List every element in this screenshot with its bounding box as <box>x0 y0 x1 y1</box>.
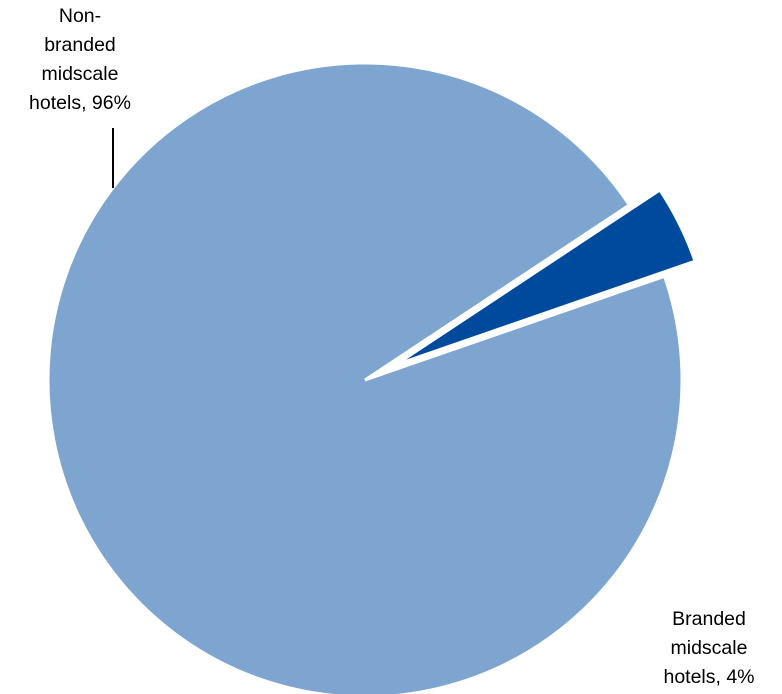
slice-label-line: midscale <box>41 63 119 85</box>
slice-label-line: Branded <box>672 608 746 630</box>
slice-label-non-branded: Non- branded midscale hotels, 96% <box>0 2 160 118</box>
pie-slice-non-branded <box>46 61 684 694</box>
slice-label-line: branded <box>44 34 116 56</box>
slice-label-branded: Branded midscale hotels, 4% <box>636 605 782 692</box>
slice-label-line: hotels, 96% <box>29 92 131 114</box>
slice-label-line: hotels, 4% <box>663 666 755 688</box>
slice-label-line: Non- <box>58 5 102 27</box>
slice-label-line: midscale <box>670 637 748 659</box>
pie-slice-branded <box>394 187 697 367</box>
